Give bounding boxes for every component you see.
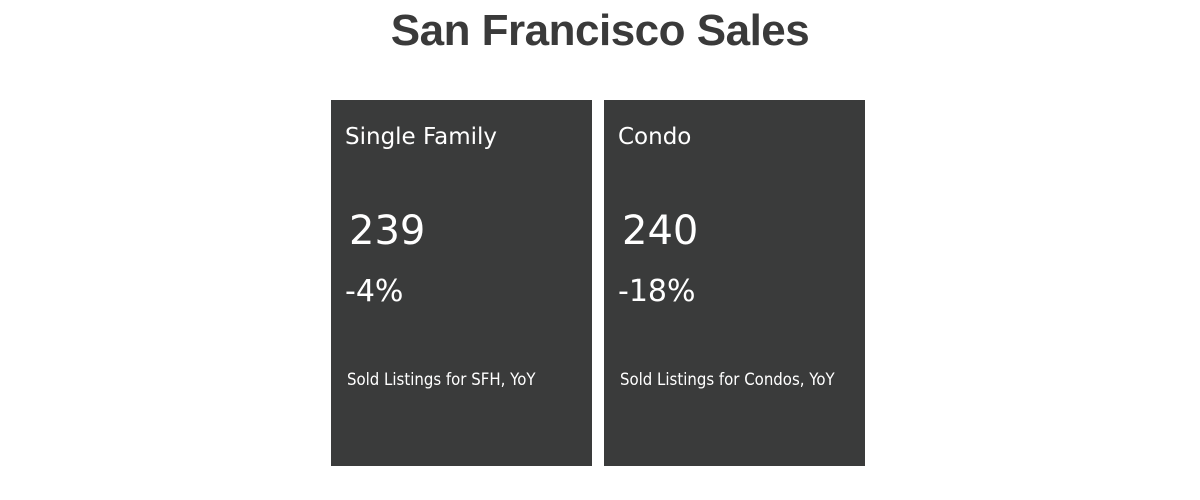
- card-change: -4%: [345, 274, 404, 309]
- page-title: San Francisco Sales: [390, 6, 810, 55]
- card-change: -18%: [618, 274, 696, 309]
- kpi-card: Condo 240 -18% Sold Listings for Condos, Yo…: [604, 100, 865, 466]
- card-label: Single Family: [345, 124, 498, 150]
- kpi-card: Single Family 239 -4% Sold Listings for SFH…: [331, 100, 592, 466]
- card-value: 240: [622, 208, 699, 254]
- card-caption: Sold Listings for SFH, YoY: [347, 370, 536, 390]
- card-caption: Sold Listings for Condos, YoY: [620, 370, 835, 390]
- card-value: 239: [349, 208, 426, 254]
- card-label: Condo: [618, 124, 692, 150]
